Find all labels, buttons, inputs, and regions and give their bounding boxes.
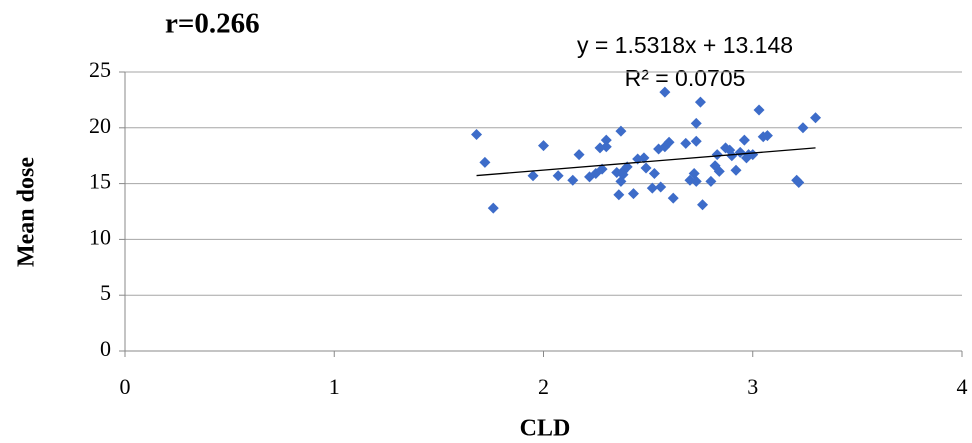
y-tick-label: 0 xyxy=(100,336,111,361)
x-tick-label: 4 xyxy=(957,374,968,399)
data-point xyxy=(690,175,702,187)
data-point xyxy=(638,152,650,164)
data-point xyxy=(738,134,750,146)
y-tick-label: 5 xyxy=(100,280,111,305)
x-axis-title: CLD xyxy=(520,416,571,442)
data-point xyxy=(573,149,585,161)
data-point xyxy=(688,168,700,180)
data-point xyxy=(667,192,679,204)
data-point xyxy=(615,125,627,137)
data-point xyxy=(753,104,765,116)
data-point xyxy=(694,96,706,108)
data-point xyxy=(659,86,671,98)
y-tick-label: 15 xyxy=(89,169,111,194)
data-point xyxy=(747,149,759,161)
data-point xyxy=(713,165,725,177)
data-point xyxy=(487,202,499,214)
y-tick-label: 25 xyxy=(89,57,111,82)
chart-title: r=0.266 xyxy=(165,8,260,40)
data-point xyxy=(627,188,639,200)
data-point xyxy=(471,128,483,140)
data-point xyxy=(567,174,579,186)
data-point xyxy=(797,122,809,134)
data-point xyxy=(600,141,612,153)
data-point xyxy=(734,146,746,158)
data-point xyxy=(527,170,539,182)
trend-equation: y = 1.5318x + 13.148 xyxy=(577,32,793,58)
data-point xyxy=(730,164,742,176)
data-point xyxy=(640,162,652,174)
data-point xyxy=(663,136,675,148)
data-point xyxy=(680,137,692,149)
r-squared: R² = 0.0705 xyxy=(625,65,746,91)
data-point xyxy=(600,134,612,146)
data-point xyxy=(538,140,549,152)
data-point xyxy=(761,130,773,142)
y-tick-label: 10 xyxy=(89,224,111,249)
x-tick-label: 2 xyxy=(538,374,549,399)
x-tick-label: 3 xyxy=(747,374,758,399)
y-axis-title: Mean dose xyxy=(14,157,40,267)
x-tick-label: 1 xyxy=(329,374,340,399)
data-point xyxy=(711,149,723,161)
data-point xyxy=(648,168,660,180)
trendline xyxy=(476,147,816,177)
data-point xyxy=(552,170,564,182)
data-point xyxy=(655,181,667,193)
x-tick-label: 0 xyxy=(120,374,131,399)
data-point xyxy=(726,150,738,162)
data-point xyxy=(793,176,805,188)
data-point xyxy=(646,182,658,194)
data-point xyxy=(479,156,491,168)
data-point xyxy=(697,199,709,211)
data-point xyxy=(705,175,717,187)
data-point xyxy=(690,117,702,129)
data-point xyxy=(810,112,822,124)
data-point xyxy=(613,189,625,201)
y-tick-label: 20 xyxy=(89,113,111,138)
data-point xyxy=(596,163,608,175)
data-point xyxy=(690,135,702,147)
data-point xyxy=(617,169,629,181)
